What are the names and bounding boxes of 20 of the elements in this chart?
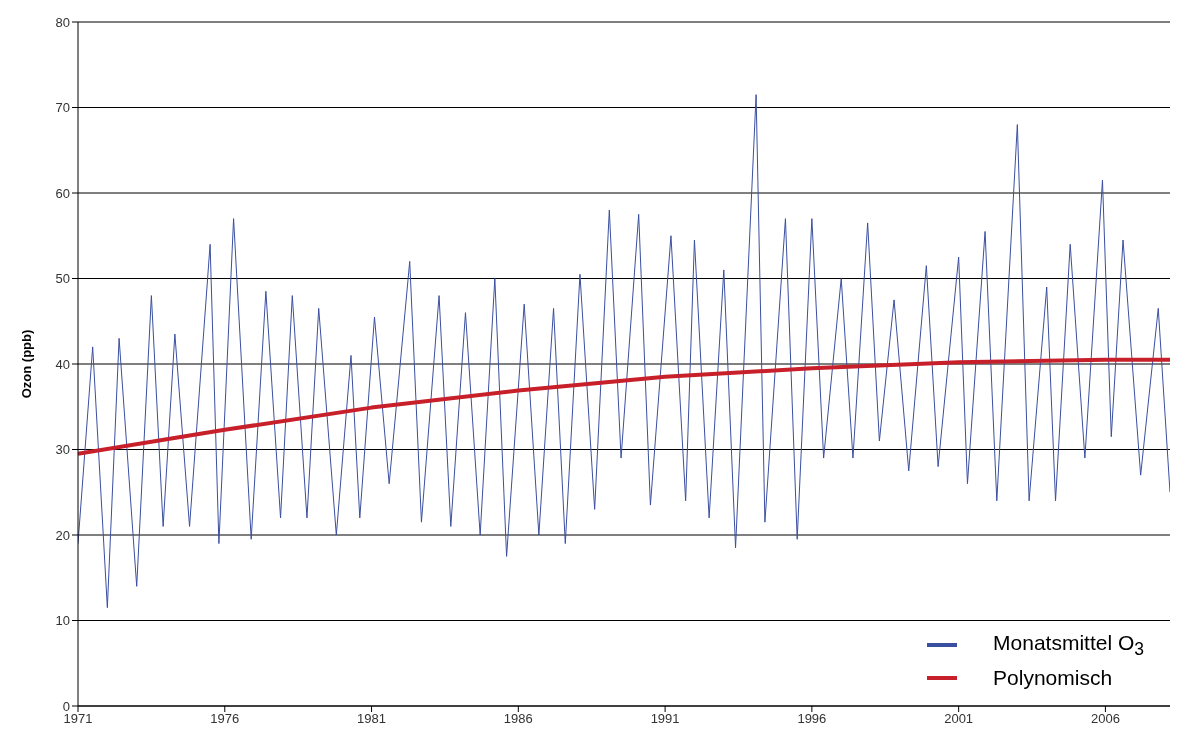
- x-tick-label: 1986: [503, 711, 533, 727]
- legend-label: Monatsmittel O$_{3}$: [993, 630, 1144, 660]
- y-tick-label: 20: [55, 527, 70, 543]
- y-tick-label: 40: [55, 356, 70, 372]
- x-tick-label: 1971: [63, 711, 93, 727]
- y-tick-label: 0: [62, 698, 70, 714]
- y-tick-label: 70: [55, 100, 70, 116]
- x-tick-label: 1976: [210, 711, 240, 727]
- x-tick-label: 1981: [357, 711, 387, 727]
- y-tick-label: 10: [55, 613, 70, 629]
- x-tick-label: 2006: [1090, 711, 1120, 727]
- y-tick-label: 60: [55, 185, 70, 201]
- y-axis-title: Ozon (ppb): [18, 329, 34, 399]
- y-tick-label: 80: [55, 14, 70, 30]
- x-tick-label: 2001: [944, 711, 974, 727]
- y-tick-label: 30: [55, 442, 70, 458]
- x-tick-label: 1991: [650, 711, 680, 727]
- y-tick-label: 50: [55, 271, 70, 287]
- x-tick-label: 1996: [797, 711, 827, 727]
- legend-label: Polynomisch: [993, 666, 1113, 690]
